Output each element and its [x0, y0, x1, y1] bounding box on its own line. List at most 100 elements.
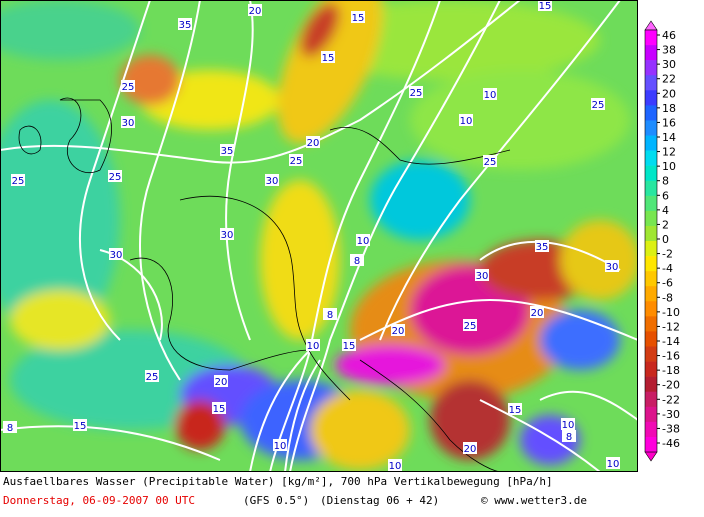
colorbar-label: -2 — [662, 248, 673, 261]
contour-label: 8 — [354, 256, 360, 267]
map-frame — [0, 0, 638, 472]
contour-label-bg — [212, 402, 226, 414]
colorbar-swatch — [645, 346, 657, 362]
contour-label: 15 — [539, 1, 552, 12]
contour-label: 25 — [464, 321, 477, 332]
colorbar-label: -14 — [662, 335, 680, 348]
contour-label: 10 — [562, 420, 575, 431]
contour-label: 30 — [221, 230, 234, 241]
contour-label-bg — [321, 51, 335, 63]
contour-label: 25 — [592, 100, 605, 111]
colorbar-label: 30 — [662, 58, 676, 71]
colorbar-swatch — [645, 331, 657, 347]
contour-label-bg — [145, 370, 159, 382]
colorbar-swatch — [645, 135, 657, 151]
contour-label: 30 — [266, 176, 279, 187]
contour-label-bg — [214, 375, 228, 387]
contour-label-bg — [463, 319, 477, 331]
contour-label: 20 — [392, 326, 405, 337]
contour-label-bg — [178, 18, 192, 30]
contour-label-bg — [475, 269, 489, 281]
contour-label-bg — [483, 155, 497, 167]
colorbar-label: -16 — [662, 350, 680, 363]
caption-model: (GFS 0.5°) — [243, 494, 309, 507]
contour-label-bg — [350, 254, 364, 266]
contour-label-bg — [530, 306, 544, 318]
colorbar-label: -20 — [662, 379, 680, 392]
contour-label-bg — [306, 339, 320, 351]
contour-label: 20 — [531, 308, 544, 319]
colorbar-swatch — [645, 256, 657, 272]
contour-label-bg — [591, 98, 605, 110]
contour-label-bg — [121, 80, 135, 92]
contour-label: 30 — [122, 118, 135, 129]
contour-label: 15 — [213, 404, 226, 415]
contour-label: 20 — [215, 377, 228, 388]
contour-label: 15 — [322, 53, 335, 64]
contour-label: 10 — [274, 441, 287, 452]
contour-label: 25 — [109, 172, 122, 183]
contour-label: 35 — [221, 146, 234, 157]
contour-label-bg — [273, 439, 287, 451]
contour-label-bg — [73, 419, 87, 431]
colorbar-label: 4 — [662, 204, 669, 217]
colorbar-label: -10 — [662, 306, 680, 319]
colorbar-label: -12 — [662, 320, 680, 333]
contour-label-bg — [220, 228, 234, 240]
colorbar-swatch — [645, 225, 657, 242]
coastlines — [18, 97, 511, 472]
colorbar-label: -22 — [662, 393, 680, 406]
colorbar-swatch — [645, 421, 657, 438]
colorbar-swatch — [645, 406, 657, 423]
contour-label-bg — [3, 421, 17, 433]
contour-label-bg — [459, 114, 473, 126]
contour-label-bg — [306, 136, 320, 148]
colorbar-swatch — [645, 210, 657, 227]
contour-label: 8 — [566, 432, 572, 443]
contour-label: 30 — [606, 262, 619, 273]
colorbar-swatch — [645, 90, 657, 106]
colorbar-label: 0 — [662, 233, 669, 246]
contour-label: 10 — [307, 341, 320, 352]
contour-label: 15 — [74, 421, 87, 432]
colorbar: 4638302220181614121086420-2-4-6-8-10-12-… — [644, 20, 680, 462]
colorbar-label: 22 — [662, 73, 676, 86]
colorbar-swatch — [645, 286, 657, 302]
colorbar-swatch — [645, 45, 657, 61]
colorbar-swatch — [645, 436, 657, 453]
colorbar-swatch — [645, 60, 657, 76]
colorbar-swatch — [645, 301, 657, 317]
colorbar-label: -38 — [662, 422, 680, 435]
contour-label-bg — [391, 324, 405, 336]
contour-label: 30 — [476, 271, 489, 282]
contour-label-bg — [109, 248, 123, 260]
colorbar-frame — [644, 29, 658, 453]
contour-label-bg — [265, 174, 279, 186]
colorbar-label: -8 — [662, 291, 673, 304]
colorbar-swatch — [645, 271, 657, 287]
colorbar-label: -18 — [662, 364, 680, 377]
colorbar-swatch — [645, 150, 657, 166]
contour-label-bg — [356, 234, 370, 246]
contour-label: 25 — [12, 176, 25, 187]
contour-label: 25 — [484, 157, 497, 168]
field-shading — [0, 0, 638, 470]
contour-label: 10 — [607, 459, 620, 470]
colorbar-swatch — [645, 180, 657, 197]
contour-label-bg — [11, 174, 25, 186]
colorbar-top-arrow — [644, 20, 658, 31]
colorbar-swatch — [645, 120, 657, 136]
colorbar-swatch — [645, 105, 657, 121]
contour-label: 15 — [509, 405, 522, 416]
colorbar-label: 14 — [662, 131, 676, 144]
colorbar-label: 10 — [662, 160, 676, 173]
contour-label-bg — [463, 442, 477, 454]
contour-label: 25 — [122, 82, 135, 93]
colorbar-label: 18 — [662, 102, 676, 115]
contour-label-bg — [483, 88, 497, 100]
contour-label-bg — [409, 86, 423, 98]
contour-label: 25 — [290, 156, 303, 167]
